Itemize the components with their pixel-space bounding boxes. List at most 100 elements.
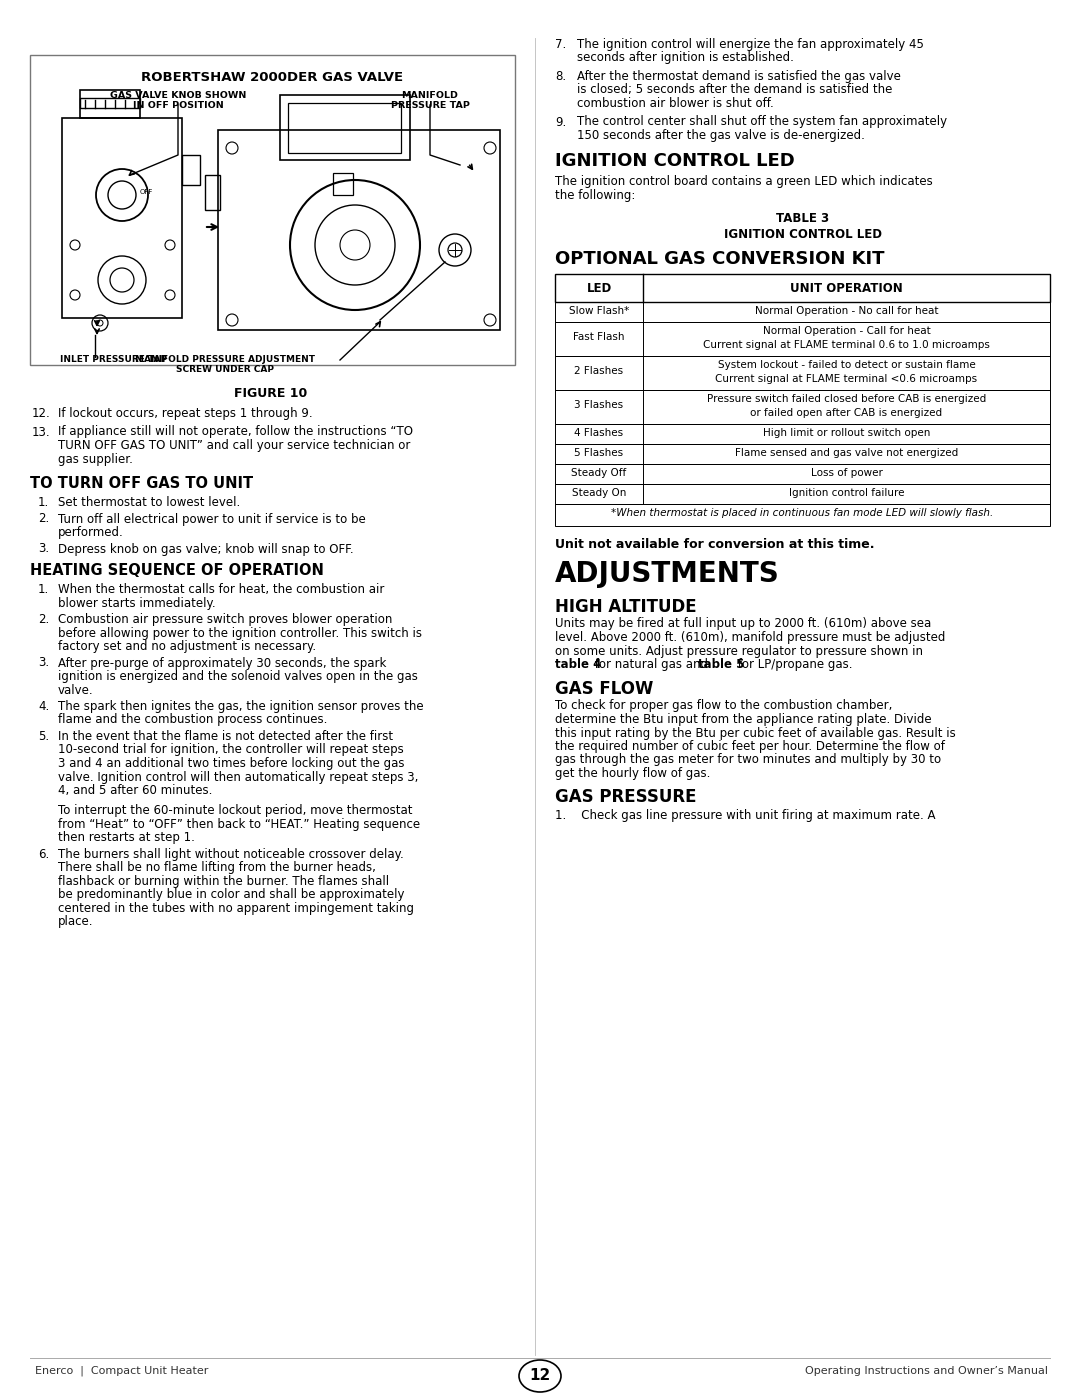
Text: this input rating by the Btu per cubic feet of available gas. Result is: this input rating by the Btu per cubic f… [555, 726, 956, 739]
Text: 2.: 2. [38, 613, 50, 626]
Text: gas supplier.: gas supplier. [58, 453, 133, 465]
Text: 12: 12 [529, 1369, 551, 1383]
Text: 2 Flashes: 2 Flashes [575, 366, 623, 377]
Text: 3.: 3. [38, 542, 49, 556]
Text: Ignition control failure: Ignition control failure [788, 488, 904, 497]
Text: UNIT OPERATION: UNIT OPERATION [791, 282, 903, 295]
Text: MANIFOLD PRESSURE ADJUSTMENT: MANIFOLD PRESSURE ADJUSTMENT [135, 355, 315, 365]
Bar [280, 95, 410, 161]
Text: Steady Off: Steady Off [571, 468, 626, 478]
Text: valve. Ignition control will then automatically repeat steps 3,: valve. Ignition control will then automa… [58, 771, 418, 784]
Text: place.: place. [58, 915, 94, 928]
Text: determine the Btu input from the appliance rating plate. Divide: determine the Btu input from the applian… [555, 712, 932, 726]
Text: Set thermostat to lowest level.: Set thermostat to lowest level. [58, 496, 240, 509]
Text: The ignition control will energize the fan approximately 45: The ignition control will energize the f… [577, 38, 923, 52]
Text: 4.: 4. [38, 700, 50, 712]
Text: MANIFOLD: MANIFOLD [402, 91, 458, 101]
Text: PRESSURE TAP: PRESSURE TAP [391, 101, 470, 110]
Text: To interrupt the 60-minute lockout period, move thermostat: To interrupt the 60-minute lockout perio… [58, 805, 413, 817]
Text: from “Heat” to “OFF” then back to “HEAT.” Heating sequence: from “Heat” to “OFF” then back to “HEAT.… [58, 817, 420, 831]
Text: 5 Flashes: 5 Flashes [575, 447, 623, 457]
Bar [555, 321, 1050, 355]
Text: valve.: valve. [58, 683, 94, 697]
Text: blower starts immediately.: blower starts immediately. [58, 597, 216, 609]
Text: is closed; 5 seconds after the demand is satisfied the: is closed; 5 seconds after the demand is… [577, 84, 892, 96]
Text: 13.: 13. [32, 426, 51, 439]
Text: 1.: 1. [38, 583, 50, 597]
Text: There shall be no flame lifting from the burner heads,: There shall be no flame lifting from the… [58, 861, 376, 875]
Text: level. Above 2000 ft. (610m), manifold pressure must be adjusted: level. Above 2000 ft. (610m), manifold p… [555, 631, 945, 644]
Text: 3.: 3. [38, 657, 49, 669]
Bar [183, 155, 200, 184]
Text: The burners shall light without noticeable crossover delay.: The burners shall light without noticeab… [58, 848, 404, 861]
Text: Slow Flash*: Slow Flash* [569, 306, 630, 316]
Bar [288, 103, 401, 154]
Text: After pre-purge of approximately 30 seconds, the spark: After pre-purge of approximately 30 seco… [58, 657, 387, 669]
Text: Pressure switch failed closed before CAB is energized: Pressure switch failed closed before CAB… [707, 394, 986, 405]
Text: be predominantly blue in color and shall be approximately: be predominantly blue in color and shall… [58, 888, 405, 901]
Text: TO TURN OFF GAS TO UNIT: TO TURN OFF GAS TO UNIT [30, 476, 253, 490]
Text: for natural gas and: for natural gas and [591, 658, 712, 671]
Text: Combustion air pressure switch proves blower operation: Combustion air pressure switch proves bl… [58, 613, 392, 626]
Bar [80, 98, 140, 108]
Text: table 5: table 5 [698, 658, 744, 671]
Text: HEATING SEQUENCE OF OPERATION: HEATING SEQUENCE OF OPERATION [30, 563, 324, 578]
Bar [555, 355, 1050, 390]
Text: 1.    Check gas line pressure with unit firing at maximum rate. A: 1. Check gas line pressure with unit fir… [555, 809, 935, 821]
Bar [555, 423, 1050, 443]
Bar [333, 173, 353, 196]
Text: HIGH ALTITUDE: HIGH ALTITUDE [555, 598, 697, 616]
Text: When the thermostat calls for heat, the combustion air: When the thermostat calls for heat, the … [58, 583, 384, 597]
Text: seconds after ignition is established.: seconds after ignition is established. [577, 52, 794, 64]
Text: GAS PRESSURE: GAS PRESSURE [555, 788, 697, 806]
Text: TURN OFF GAS TO UNIT” and call your service technician or: TURN OFF GAS TO UNIT” and call your serv… [58, 439, 410, 453]
Text: Steady On: Steady On [571, 488, 626, 497]
Text: System lockout - failed to detect or sustain flame: System lockout - failed to detect or sus… [717, 360, 975, 370]
Ellipse shape [519, 1361, 561, 1391]
Text: LED: LED [586, 282, 611, 295]
Text: Units may be fired at full input up to 2000 ft. (610m) above sea: Units may be fired at full input up to 2… [555, 617, 931, 630]
Text: table 4: table 4 [555, 658, 602, 671]
Text: IGNITION CONTROL LED: IGNITION CONTROL LED [555, 151, 795, 169]
Text: 4, and 5 after 60 minutes.: 4, and 5 after 60 minutes. [58, 784, 213, 798]
Text: flashback or burning within the burner. The flames shall: flashback or burning within the burner. … [58, 875, 389, 887]
Text: OFF: OFF [140, 189, 153, 196]
Text: ignition is energized and the solenoid valves open in the gas: ignition is energized and the solenoid v… [58, 671, 418, 683]
Text: 2.: 2. [38, 513, 50, 525]
Text: 150 seconds after the gas valve is de-energized.: 150 seconds after the gas valve is de-en… [577, 129, 865, 142]
Bar [30, 54, 515, 365]
Text: The spark then ignites the gas, the ignition sensor proves the: The spark then ignites the gas, the igni… [58, 700, 423, 712]
Text: 10-second trial for ignition, the controller will repeat steps: 10-second trial for ignition, the contro… [58, 743, 404, 757]
Bar [62, 117, 183, 319]
Text: combustion air blower is shut off.: combustion air blower is shut off. [577, 96, 773, 110]
Text: for LP/propane gas.: for LP/propane gas. [733, 658, 852, 671]
Bar [80, 89, 140, 117]
Text: Fast Flash: Fast Flash [573, 332, 624, 342]
Text: In the event that the flame is not detected after the first: In the event that the flame is not detec… [58, 731, 393, 743]
Text: 3 Flashes: 3 Flashes [575, 401, 623, 411]
Text: Loss of power: Loss of power [811, 468, 882, 478]
Text: FIGURE 10: FIGURE 10 [234, 387, 308, 400]
Text: The control center shall shut off the system fan approximately: The control center shall shut off the sy… [577, 116, 947, 129]
Text: Turn off all electrical power to unit if service is to be: Turn off all electrical power to unit if… [58, 513, 366, 525]
Text: flame and the combustion process continues.: flame and the combustion process continu… [58, 714, 327, 726]
Bar [555, 390, 1050, 423]
Text: High limit or rollout switch open: High limit or rollout switch open [762, 427, 930, 437]
Text: TABLE 3: TABLE 3 [775, 212, 829, 225]
Text: SCREW UNDER CAP: SCREW UNDER CAP [176, 365, 274, 374]
Text: Normal Operation - No call for heat: Normal Operation - No call for heat [755, 306, 939, 316]
Text: 4 Flashes: 4 Flashes [575, 427, 623, 437]
Bar [555, 464, 1050, 483]
Text: OPTIONAL GAS CONVERSION KIT: OPTIONAL GAS CONVERSION KIT [555, 250, 885, 267]
Text: Unit not available for conversion at this time.: Unit not available for conversion at thi… [555, 538, 875, 550]
Bar [555, 483, 1050, 503]
Text: GAS VALVE KNOB SHOWN: GAS VALVE KNOB SHOWN [110, 91, 246, 101]
Text: If appliance still will not operate, follow the instructions “TO: If appliance still will not operate, fol… [58, 426, 413, 439]
Text: Depress knob on gas valve; knob will snap to OFF.: Depress knob on gas valve; knob will sna… [58, 542, 353, 556]
Bar [555, 503, 1050, 525]
Text: centered in the tubes with no apparent impingement taking: centered in the tubes with no apparent i… [58, 901, 414, 915]
Text: Current signal at FLAME terminal <0.6 microamps: Current signal at FLAME terminal <0.6 mi… [715, 373, 977, 384]
Text: 3 and 4 an additional two times before locking out the gas: 3 and 4 an additional two times before l… [58, 757, 405, 770]
Text: IGNITION CONTROL LED: IGNITION CONTROL LED [724, 228, 881, 242]
Text: GAS FLOW: GAS FLOW [555, 679, 653, 697]
